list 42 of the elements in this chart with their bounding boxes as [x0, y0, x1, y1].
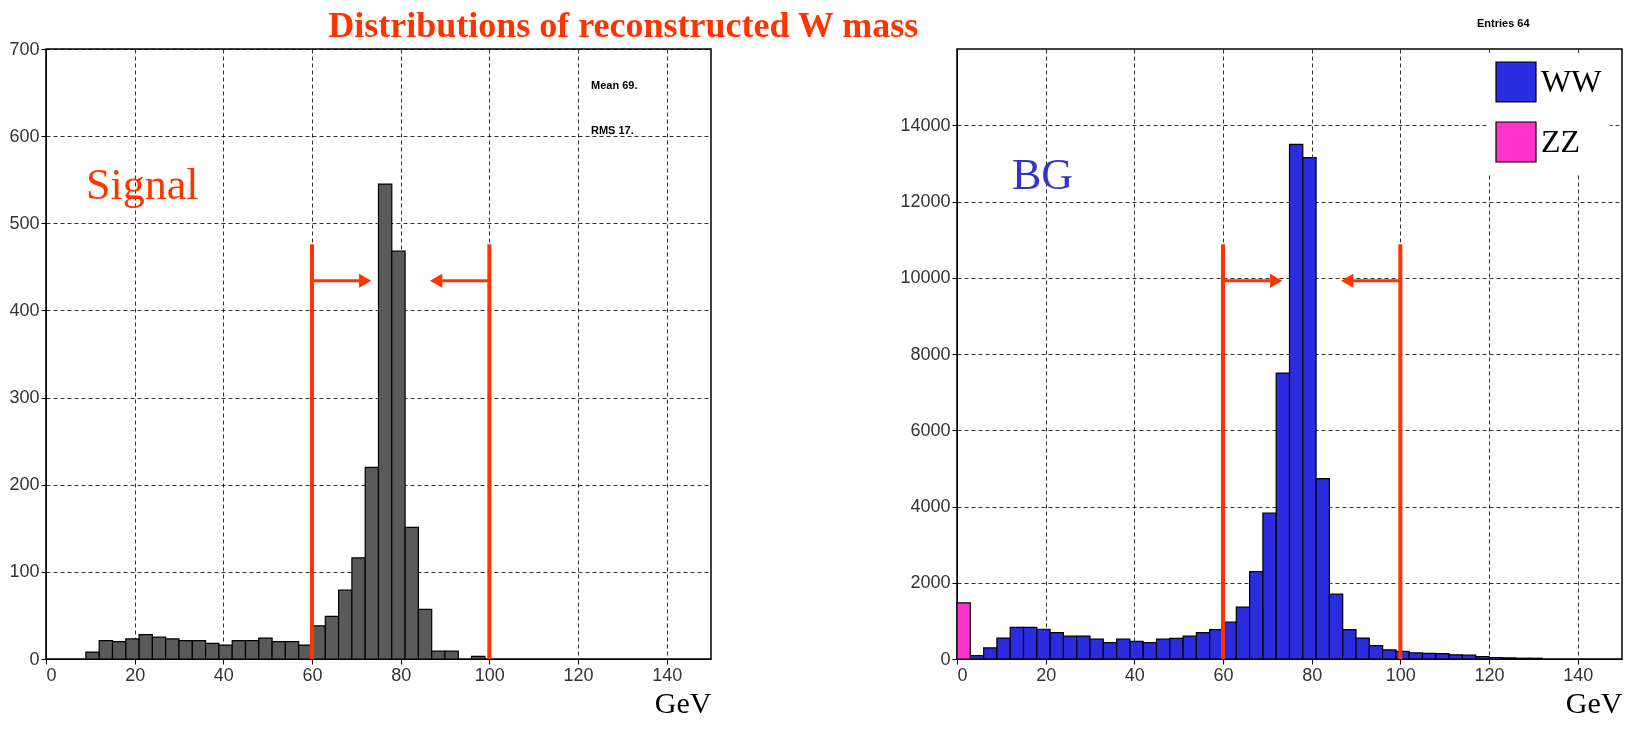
- annotation: Mean 69.: [591, 79, 638, 91]
- y-tick-label: 100: [9, 561, 40, 582]
- chart-title: Distributions of reconstructed W mass: [328, 5, 919, 46]
- x-tick-label: 140: [1563, 664, 1594, 685]
- y-tick-label: 8000: [910, 343, 951, 364]
- x-tick-label: 140: [652, 664, 683, 685]
- y-tick-label: 600: [9, 125, 40, 146]
- x-tick-label: 60: [302, 664, 323, 685]
- x-tick-label: 80: [1302, 664, 1323, 685]
- y-tick-label: 0: [29, 648, 40, 669]
- y-tick-label: 10000: [900, 267, 951, 288]
- x-tick-label: 0: [957, 664, 968, 685]
- x-tick-label: 120: [563, 664, 594, 685]
- y-tick-label: 4000: [910, 496, 951, 516]
- y-tick-label: 6000: [910, 419, 951, 440]
- annotation: RMS 17.: [591, 124, 634, 136]
- y-tick-label: 12000: [900, 191, 951, 211]
- y-tick-label: 200: [9, 474, 40, 495]
- x-axis-title: GeV: [654, 685, 712, 719]
- x-tick-label: 100: [1385, 664, 1416, 685]
- x-tick-label: 20: [125, 664, 146, 685]
- x-tick-label: 60: [1213, 664, 1234, 685]
- x-axis-title: GeV: [1565, 685, 1623, 719]
- y-tick-label: 14000: [900, 114, 951, 135]
- y-tick-label: 300: [9, 387, 40, 408]
- y-tick-label: 2000: [910, 572, 951, 593]
- x-tick-label: 20: [1036, 664, 1057, 685]
- x-tick-label: 40: [1124, 664, 1145, 685]
- x-tick-label: 40: [213, 664, 234, 685]
- annotation: BG: [1012, 150, 1074, 199]
- x-tick-label: 100: [474, 664, 505, 685]
- y-tick-label: 500: [9, 212, 40, 233]
- x-tick-label: 0: [46, 664, 57, 685]
- y-tick-label: 0: [940, 648, 951, 669]
- x-tick-label: 80: [391, 664, 412, 685]
- y-tick-label: 400: [9, 299, 40, 320]
- legend-label: WW: [1541, 63, 1603, 99]
- annotation: Signal: [86, 160, 199, 209]
- x-tick-label: 120: [1474, 664, 1505, 685]
- legend-label: ZZ: [1541, 123, 1581, 159]
- y-tick-label: 700: [9, 38, 40, 59]
- text: Entries 64: [1477, 17, 1531, 29]
